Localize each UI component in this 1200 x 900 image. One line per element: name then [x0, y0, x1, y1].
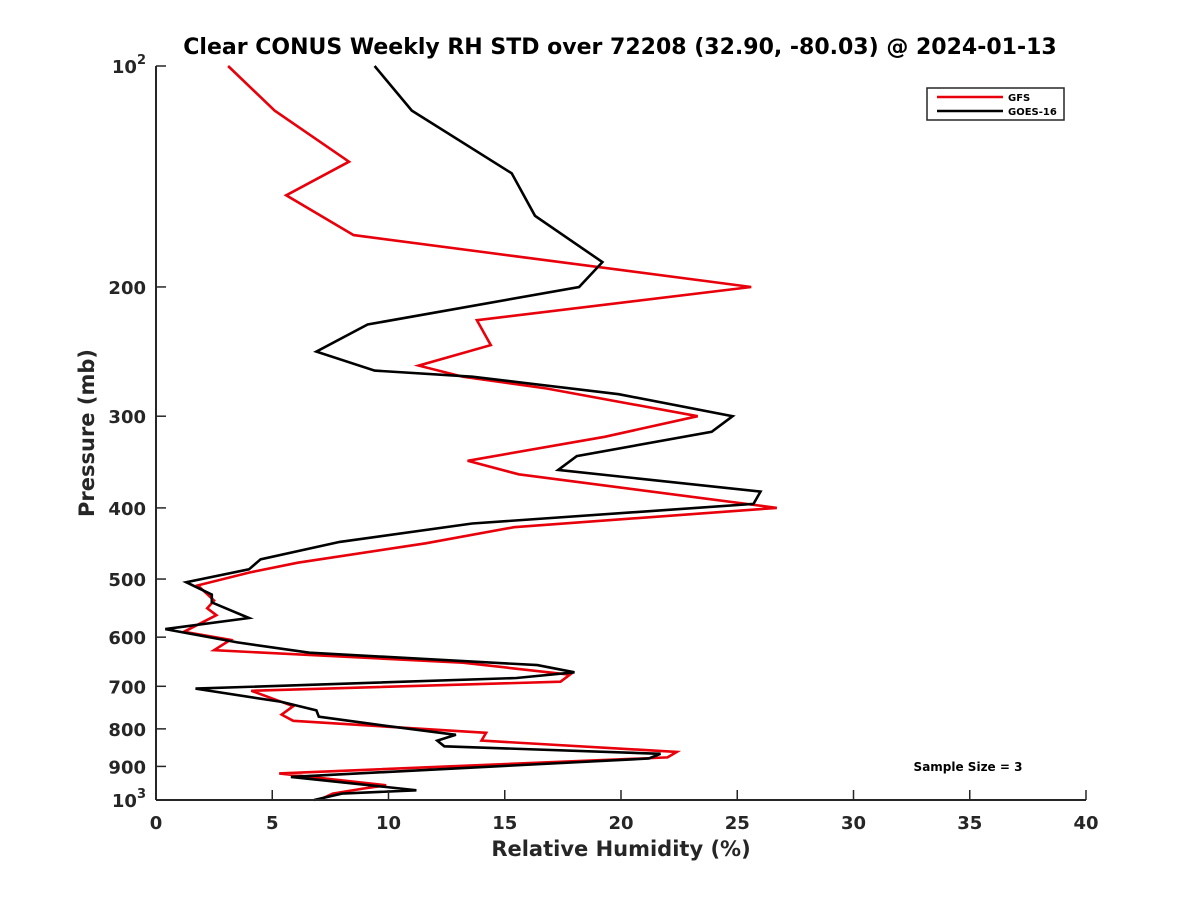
- series-line-gfs: [179, 65, 777, 802]
- y-axis-label: Pressure (mb): [75, 349, 99, 517]
- x-tick-label: 25: [725, 813, 750, 834]
- x-ticks: 0 5 10 15 20 25 30 35 40: [150, 790, 1099, 834]
- x-tick-label: 35: [957, 813, 982, 834]
- chart-title: Clear CONUS Weekly RH STD over 72208 (32…: [183, 35, 1056, 60]
- y-tick-exponent: 2: [137, 53, 146, 68]
- y-tick-label: 300: [108, 407, 146, 428]
- legend-label-gfs: GFS: [1008, 93, 1030, 104]
- y-tick-label: 700: [108, 677, 146, 698]
- x-tick-label: 0: [150, 813, 163, 834]
- legend: GFS GOES-16: [926, 87, 1065, 121]
- x-tick-label: 15: [492, 813, 517, 834]
- legend-label-goes-16: GOES-16: [1008, 107, 1057, 118]
- x-tick-label: 30: [841, 813, 866, 834]
- x-axis-label: Relative Humidity (%): [491, 837, 750, 861]
- y-tick-exponent: 3: [137, 787, 146, 802]
- y-tick-label: 800: [108, 720, 146, 741]
- y-tick-label: 900: [108, 757, 146, 778]
- series-layer: [165, 65, 777, 802]
- y-tick-label: 600: [108, 628, 146, 649]
- x-tick-label: 10: [376, 813, 401, 834]
- y-tick-label: 400: [108, 499, 146, 520]
- series-line-goes-16: [165, 65, 763, 802]
- y-tick-label: 200: [108, 278, 146, 299]
- x-tick-label: 5: [266, 813, 279, 834]
- x-tick-label: 20: [608, 813, 633, 834]
- legend-box: [926, 87, 1065, 121]
- x-tick-label: 40: [1073, 813, 1098, 834]
- y-tick-label: 500: [108, 570, 146, 591]
- sample-size-annotation: Sample Size = 3: [914, 760, 1023, 774]
